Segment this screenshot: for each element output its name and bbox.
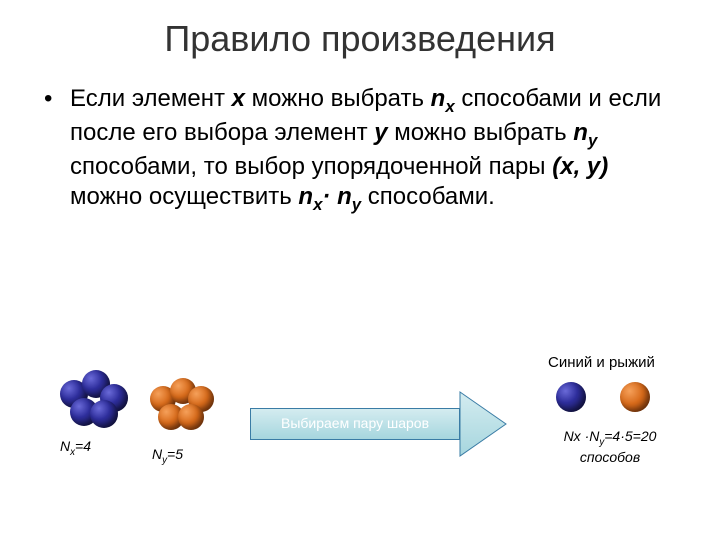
result-formula: Nx ·Ny=4·5=20 способов (540, 428, 680, 465)
p1: Если элемент (70, 85, 232, 112)
result-orange-ball (620, 382, 650, 412)
bullet: • (44, 84, 52, 114)
p5: способами, то выбор упорядоченной пары (70, 153, 552, 180)
nx2-sub: х (313, 194, 322, 213)
ny: n (573, 119, 588, 146)
orange-label-n: N (152, 446, 162, 462)
p7: способами. (361, 183, 495, 210)
diagram: Nx=4 Ny=5 Выбираем пару шаров Синий и ры… (0, 360, 720, 530)
slide-title: Правило произведения (0, 0, 720, 60)
formula-line2: способов (580, 449, 640, 465)
blue-label-n: N (60, 438, 70, 454)
dot: · (322, 183, 337, 210)
nx-sub: х (445, 97, 454, 116)
ny-sub: у (588, 131, 597, 150)
nx: n (431, 85, 446, 112)
orange-label-eq: =5 (167, 446, 183, 462)
var-x: х (232, 85, 245, 112)
nx2: n (298, 183, 313, 210)
blue-label-eq: =4 (75, 438, 91, 454)
p6: можно осуществить (70, 183, 298, 210)
p4: можно выбрать (388, 119, 574, 146)
p2: можно выбрать (245, 85, 431, 112)
result-top-label: Синий и рыжий (548, 354, 655, 371)
ny2: n (337, 183, 352, 210)
formula-b: =4·5=20 (604, 428, 656, 444)
arrow-head (460, 392, 506, 456)
arrow-text: Выбираем пару шаров (250, 415, 460, 431)
orange-ball (178, 404, 204, 430)
arrow: Выбираем пару шаров (250, 392, 506, 456)
body-paragraph: • Если элемент х можно выбрать nх способ… (0, 60, 720, 215)
ny2-sub: у (352, 194, 361, 213)
formula-a: Nx ·N (564, 428, 600, 444)
blue-cluster-label: Nx=4 (60, 438, 91, 458)
blue-ball (90, 400, 118, 428)
orange-cluster-label: Ny=5 (152, 446, 183, 466)
var-y: у (374, 119, 387, 146)
result-blue-ball (556, 382, 586, 412)
pair: (х, у) (552, 153, 608, 180)
